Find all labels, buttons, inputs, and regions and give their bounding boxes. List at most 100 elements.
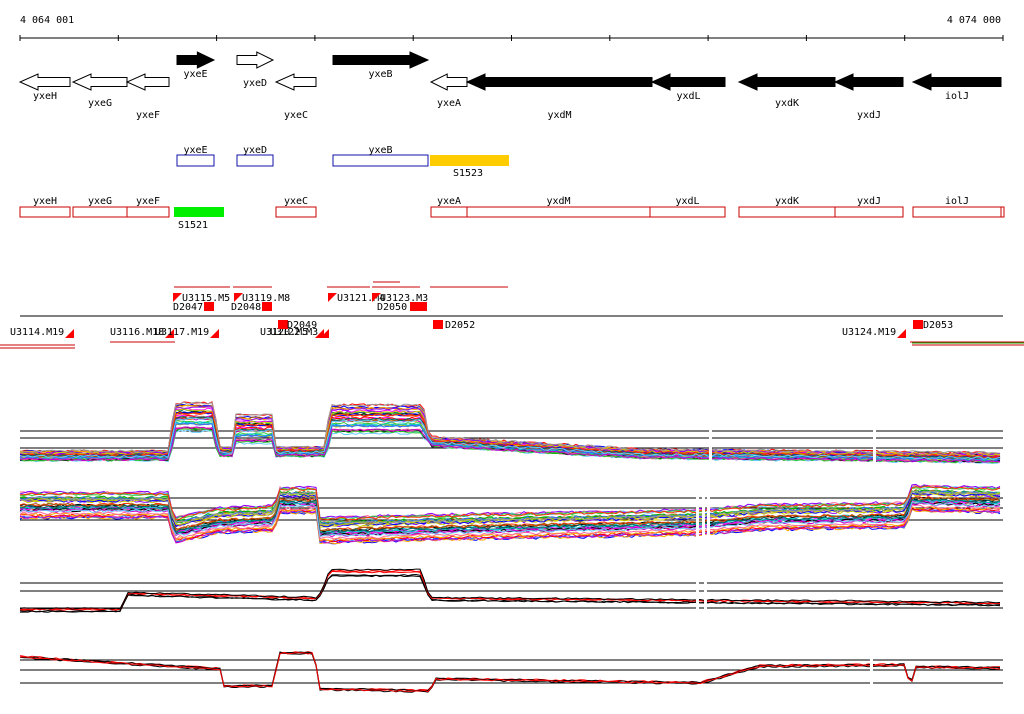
gene-arrow-yxeC[interactable] <box>274 73 317 91</box>
minus-box-yxdK[interactable] <box>738 206 836 218</box>
minus-box-yxeH[interactable] <box>19 206 71 218</box>
minus-box-yxeF[interactable] <box>126 206 170 218</box>
profile-curve <box>19 569 1000 611</box>
profile-curve <box>19 496 1001 532</box>
downshift-marker-D2053[interactable] <box>913 320 923 329</box>
profile-curve <box>19 504 1001 541</box>
upshift-marker-U3117.M19[interactable] <box>210 329 219 338</box>
profile-curve <box>19 652 1001 693</box>
upshift-marker-U3115.M5[interactable] <box>173 293 182 302</box>
upshift-marker-U3121.M4[interactable] <box>328 293 337 302</box>
upshift-marker-U3120.M5[interactable] <box>315 329 324 338</box>
upshift-marker-U3122.M3[interactable] <box>320 329 329 338</box>
upshift-marker-U3123.M3[interactable] <box>372 293 381 302</box>
plus-box-yxeD[interactable] <box>236 154 274 167</box>
upshift-label-U3117.M19: U3117.M19 <box>155 327 209 338</box>
gene-annotation-track: yxeH yxeG yxeF yxeE yxeD yxeC yxeB yxeA yxdM yxdL… <box>18 51 1002 121</box>
plus-box-yxeB[interactable] <box>332 154 429 167</box>
profile-curve <box>19 568 1001 610</box>
gene-arrow-yxdL[interactable] <box>650 73 726 91</box>
profile-curve <box>20 401 1001 455</box>
expression-profile-panels <box>19 395 1003 700</box>
plus-box-label-yxeE: yxeE <box>183 145 207 156</box>
minus-box-label-yxeA: yxeA <box>437 196 461 207</box>
condition-profiles-plus <box>19 395 1003 470</box>
data-gap <box>870 640 873 700</box>
profile-curve <box>19 498 1001 534</box>
summary-profile-minus <box>19 640 1003 700</box>
profile-curve <box>19 502 1001 538</box>
gene-arrow-yxeE[interactable] <box>176 51 216 69</box>
data-gap <box>707 470 710 550</box>
downshift-marker-D2047[interactable] <box>204 302 214 311</box>
coordinate-ruler: 4 064 001 4 074 000 <box>19 15 1004 41</box>
plus-feature-s1523[interactable] <box>430 155 509 166</box>
data-gap <box>696 470 699 550</box>
gene-label-yxeA: yxeA <box>437 98 461 109</box>
profile-curve <box>19 406 1001 456</box>
minus-box-label-yxeG: yxeG <box>88 196 112 207</box>
profile-curve <box>19 508 1001 544</box>
upshift-label-U3122.M3: U3122.M3 <box>270 327 318 338</box>
downshift-marker-extra <box>418 302 427 311</box>
minus-box-yxdM[interactable] <box>466 206 651 218</box>
upshift-marker-U3114.M19[interactable] <box>65 329 74 338</box>
gene-label-yxeE: yxeE <box>183 69 207 80</box>
gene-arrow-iolJ[interactable] <box>911 73 1002 91</box>
profile-curve <box>19 426 1001 463</box>
minus-feature-label: S1521 <box>178 220 208 231</box>
downshift-marker-D2050[interactable] <box>410 302 420 311</box>
upshift-label-U3119.M8: U3119.M8 <box>242 293 290 304</box>
minus-box-label-yxdL: yxdL <box>675 196 699 207</box>
profile-curve <box>19 499 1001 535</box>
gene-label-yxdM: yxdM <box>547 110 571 121</box>
gene-arrow-yxeD[interactable] <box>236 51 275 69</box>
downshift-label-D2047: D2047 <box>173 302 203 313</box>
gene-arrow-yxdM[interactable] <box>465 73 653 91</box>
gene-arrow-yxeH[interactable] <box>18 73 71 91</box>
plus-box-yxeE[interactable] <box>176 154 215 167</box>
condition-profiles-minus <box>19 470 1003 550</box>
gene-arrow-yxeF[interactable] <box>125 73 170 91</box>
upshift-marker-U3119.M8[interactable] <box>234 293 243 302</box>
plus-feature-label: S1523 <box>453 168 483 179</box>
downshift-marker-D2049[interactable] <box>278 320 288 329</box>
plus-strand-transcript-track: S1523 yxeE yxeD yxeB <box>176 145 509 179</box>
minus-box-label-yxeF: yxeF <box>136 196 160 207</box>
profile-curve <box>19 652 1000 693</box>
downshift-label-D2049: D2049 <box>287 320 317 331</box>
profile-curve <box>19 651 1001 692</box>
profile-curve <box>19 490 1001 527</box>
minus-box-yxeA[interactable] <box>430 206 468 218</box>
gene-arrow-yxeA[interactable] <box>429 73 468 91</box>
upshift-label-U3116.M18: U3116.M18 <box>110 327 164 338</box>
gene-label-yxeC: yxeC <box>284 110 308 121</box>
upshift-label-U3120.M5: U3120.M5 <box>260 327 308 338</box>
minus-feature-s1521[interactable] <box>174 207 224 217</box>
plus-box-label-yxeB: yxeB <box>368 145 392 156</box>
upshift-marker-U3124.M19[interactable] <box>897 329 906 338</box>
gene-arrow-yxdJ[interactable] <box>833 73 904 91</box>
profile-curve <box>19 489 1001 525</box>
downshift-label-D2053: D2053 <box>923 320 953 331</box>
profile-curve <box>19 417 1001 460</box>
minus-box-yxeG[interactable] <box>72 206 128 218</box>
downshift-marker-D2052[interactable] <box>433 320 443 329</box>
minus-box-yxeC[interactable] <box>275 206 317 218</box>
downshift-label-D2050: D2050 <box>377 302 407 313</box>
profile-curve <box>19 422 1001 462</box>
upshift-label-U3121.M4: U3121.M4 <box>337 293 385 304</box>
downshift-label-D2052: D2052 <box>445 320 475 331</box>
plus-box-label-yxeD: yxeD <box>243 145 267 156</box>
downshift-marker-D2048[interactable] <box>262 302 272 311</box>
upshift-label-U3115.M5: U3115.M5 <box>182 293 230 304</box>
minus-box-label-yxdM: yxdM <box>546 196 570 207</box>
gene-arrow-yxeB[interactable] <box>332 51 430 69</box>
gene-arrow-yxeG[interactable] <box>71 73 128 91</box>
minus-box-iolJ[interactable] <box>912 206 1002 218</box>
gene-arrow-yxdK[interactable] <box>737 73 836 91</box>
upshift-marker-U3116.M18[interactable] <box>165 329 174 338</box>
minus-box-yxdL[interactable] <box>649 206 726 218</box>
minus-box-yxdJ[interactable] <box>834 206 904 218</box>
